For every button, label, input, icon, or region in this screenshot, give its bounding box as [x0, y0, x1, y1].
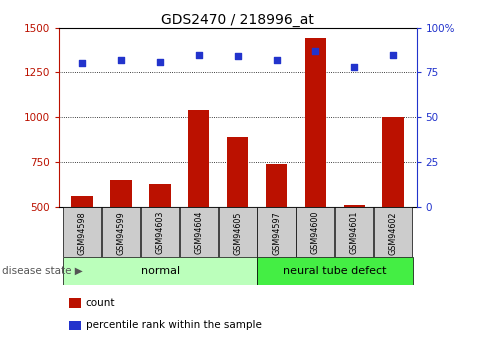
- Bar: [149, 184, 171, 207]
- Text: GSM94603: GSM94603: [155, 211, 164, 254]
- Bar: [227, 137, 248, 207]
- Text: disease state ▶: disease state ▶: [2, 266, 83, 276]
- Text: count: count: [86, 298, 115, 308]
- Point: [350, 64, 358, 70]
- Point: [389, 52, 397, 57]
- FancyBboxPatch shape: [63, 207, 101, 257]
- FancyBboxPatch shape: [102, 207, 140, 257]
- Point: [272, 57, 280, 63]
- Point: [156, 59, 164, 65]
- Text: GSM94597: GSM94597: [272, 211, 281, 255]
- Bar: [188, 110, 209, 207]
- FancyBboxPatch shape: [257, 257, 413, 285]
- Title: GDS2470 / 218996_at: GDS2470 / 218996_at: [161, 12, 314, 27]
- Bar: [383, 117, 404, 207]
- Text: GSM94604: GSM94604: [194, 211, 203, 254]
- Text: GSM94605: GSM94605: [233, 211, 242, 255]
- Text: GSM94600: GSM94600: [311, 211, 320, 254]
- Bar: [305, 38, 326, 207]
- Point: [78, 61, 86, 66]
- Text: GSM94602: GSM94602: [389, 211, 398, 255]
- FancyBboxPatch shape: [63, 257, 257, 285]
- Bar: [343, 205, 365, 207]
- FancyBboxPatch shape: [180, 207, 218, 257]
- Point: [195, 52, 203, 57]
- FancyBboxPatch shape: [257, 207, 295, 257]
- Text: normal: normal: [141, 266, 180, 276]
- Text: GSM94601: GSM94601: [350, 211, 359, 254]
- Point: [117, 57, 125, 63]
- Bar: [72, 196, 93, 207]
- Point: [234, 53, 242, 59]
- Text: neural tube defect: neural tube defect: [284, 266, 387, 276]
- Text: GSM94599: GSM94599: [117, 211, 125, 255]
- Bar: [110, 180, 132, 207]
- FancyBboxPatch shape: [219, 207, 257, 257]
- FancyBboxPatch shape: [141, 207, 179, 257]
- FancyBboxPatch shape: [335, 207, 373, 257]
- Point: [312, 48, 319, 54]
- Bar: [266, 164, 287, 207]
- Text: GSM94598: GSM94598: [77, 211, 87, 255]
- FancyBboxPatch shape: [296, 207, 335, 257]
- Text: percentile rank within the sample: percentile rank within the sample: [86, 321, 262, 330]
- FancyBboxPatch shape: [374, 207, 412, 257]
